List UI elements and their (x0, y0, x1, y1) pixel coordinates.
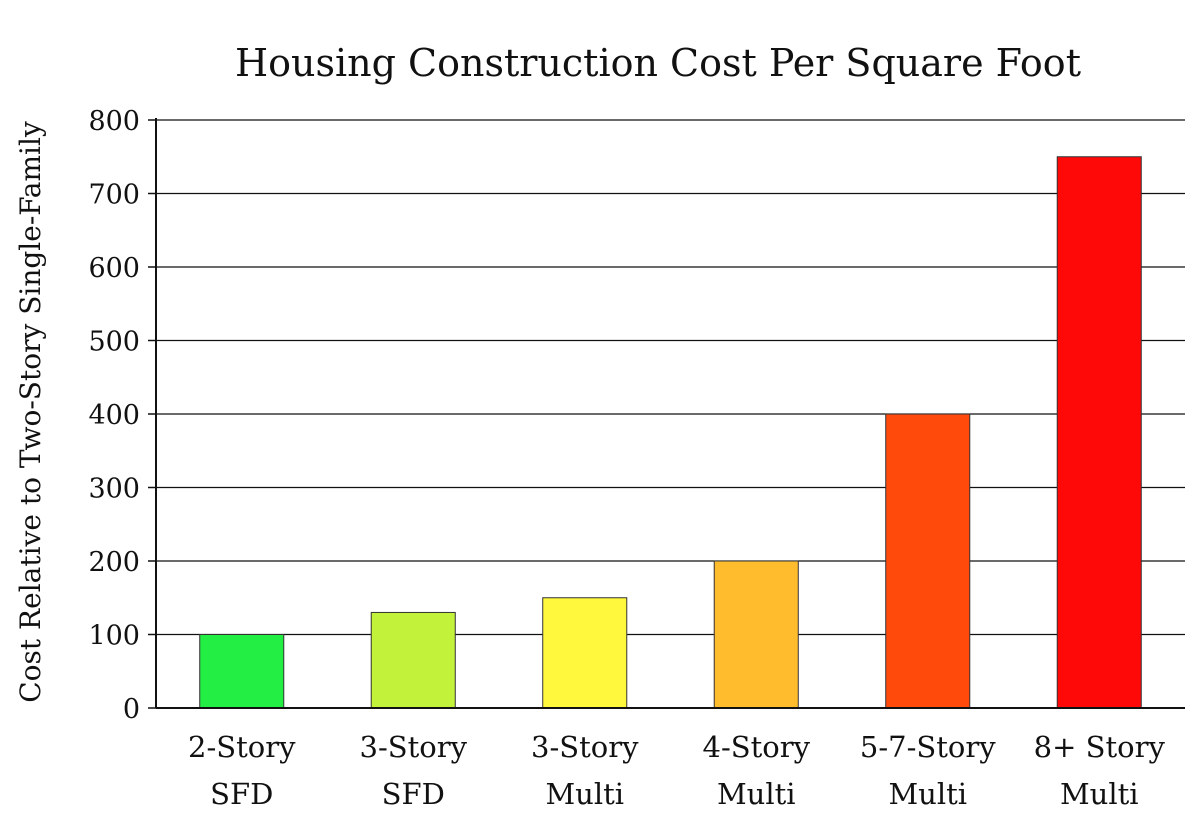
x-category-label: Multi (717, 777, 796, 811)
bar (713, 560, 799, 709)
y-tick-label: 500 (88, 327, 140, 358)
bar (199, 634, 285, 709)
axes (148, 118, 1185, 709)
y-tick-label: 300 (88, 474, 140, 505)
bar (885, 413, 971, 709)
x-category-label: SFD (382, 777, 445, 811)
x-category-label: 8+ Story (1034, 730, 1166, 764)
x-category-label: Multi (1060, 777, 1139, 811)
x-category-label: Multi (888, 777, 967, 811)
bar (1056, 156, 1142, 709)
chart-title: Housing Construction Cost Per Square Foo… (235, 41, 1081, 85)
y-tick-label: 100 (88, 621, 140, 652)
x-category-label: 3-Story (360, 730, 468, 764)
x-category-label: SFD (210, 777, 273, 811)
y-tick-label: 800 (88, 106, 140, 137)
x-category-label: Multi (545, 777, 624, 811)
x-category-label: 5-7-Story (860, 730, 996, 764)
y-tick-label: 600 (88, 253, 140, 284)
y-tick-labels: 0 100 200 300 400 500 600 700 800 (88, 106, 140, 725)
bar (542, 597, 628, 709)
x-category-label: 2-Story (188, 730, 296, 764)
gridlines (156, 119, 1185, 636)
y-tick-label: 0 (123, 694, 140, 725)
x-category-label: 4-Story (703, 730, 811, 764)
x-category-label: 3-Story (531, 730, 639, 764)
y-axis-label: Cost Relative to Two-Story Single-Family (14, 121, 47, 703)
y-tick-label: 200 (88, 547, 140, 578)
y-tick-label: 400 (88, 400, 140, 431)
y-tick-label: 700 (88, 180, 140, 211)
x-category-labels: 2-Story SFD 3-Story SFD 3-Story Multi 4-Story M… (188, 730, 1165, 811)
bars (199, 156, 1142, 709)
bar (370, 611, 456, 709)
